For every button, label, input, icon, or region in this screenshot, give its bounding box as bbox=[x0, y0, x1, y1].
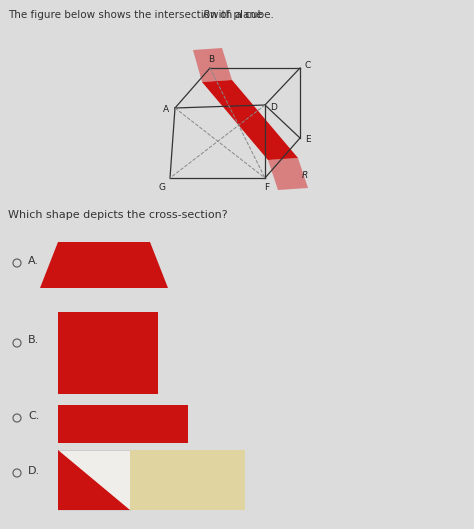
Polygon shape bbox=[202, 80, 298, 160]
Text: R: R bbox=[203, 10, 210, 20]
Text: C: C bbox=[305, 60, 311, 69]
Text: A: A bbox=[163, 105, 169, 114]
Bar bbox=[58, 312, 158, 394]
Text: D: D bbox=[271, 103, 277, 112]
Text: A.: A. bbox=[28, 256, 39, 266]
Text: B.: B. bbox=[28, 335, 39, 345]
Text: The figure below shows the intersection of plane: The figure below shows the intersection … bbox=[8, 10, 265, 20]
Text: Which shape depicts the cross-section?: Which shape depicts the cross-section? bbox=[8, 210, 228, 220]
Polygon shape bbox=[268, 158, 308, 190]
Text: with a cube.: with a cube. bbox=[210, 10, 274, 20]
Text: G: G bbox=[158, 183, 165, 191]
Polygon shape bbox=[193, 48, 232, 82]
Text: B: B bbox=[208, 56, 214, 65]
Polygon shape bbox=[58, 450, 130, 510]
Bar bbox=[130, 450, 245, 510]
Text: R: R bbox=[302, 170, 308, 179]
Bar bbox=[58, 405, 188, 443]
Text: F: F bbox=[264, 183, 270, 191]
Polygon shape bbox=[40, 242, 168, 288]
Text: D.: D. bbox=[28, 466, 40, 476]
Text: C.: C. bbox=[28, 411, 39, 421]
Text: E: E bbox=[305, 134, 311, 143]
Bar bbox=[58, 450, 130, 510]
